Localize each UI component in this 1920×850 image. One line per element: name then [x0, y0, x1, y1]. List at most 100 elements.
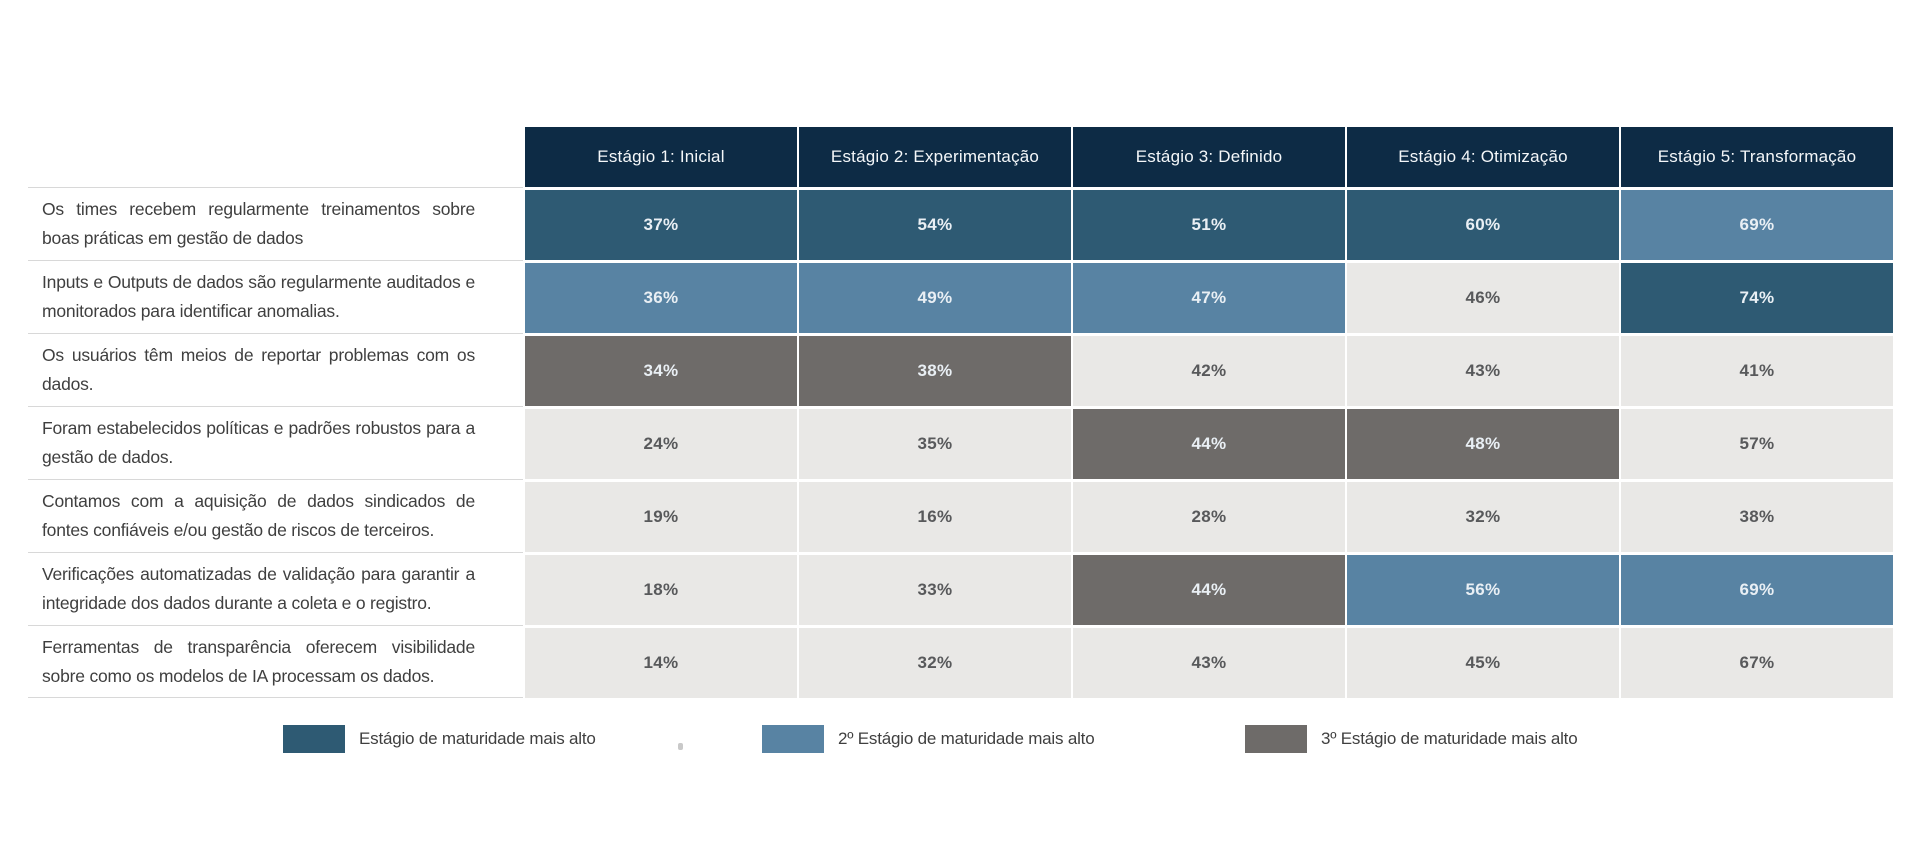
table-cell: 42: [1071, 333, 1345, 406]
cell-value: 54: [918, 215, 953, 235]
cell-value: 38: [918, 361, 953, 381]
cell-value: 28: [1192, 507, 1227, 527]
table-cell: 33: [797, 552, 1071, 625]
table-cell: 46: [1345, 260, 1619, 333]
table-cell: 44: [1071, 406, 1345, 479]
cell-value: 43: [1192, 653, 1227, 673]
row-label: Verificações automatizadas de validação …: [28, 552, 523, 625]
legend-label: 3º Estágio de maturidade mais alto: [1321, 729, 1578, 748]
table-cell: 14: [523, 625, 797, 698]
table-cell: 35: [797, 406, 1071, 479]
table-cell: 69: [1619, 552, 1893, 625]
cell-value: 19: [644, 507, 679, 527]
legend-item-highest: Estágio de maturidade mais alto: [283, 725, 596, 753]
legend-swatch-highest: [283, 725, 345, 753]
table-cell: 74: [1619, 260, 1893, 333]
cell-value: 43: [1466, 361, 1501, 381]
table-cell: 18: [523, 552, 797, 625]
cell-value: 74: [1740, 288, 1775, 308]
cell-value: 56: [1466, 580, 1501, 600]
table-cell: 38: [797, 333, 1071, 406]
cell-value: 45: [1466, 653, 1501, 673]
column-header-stage-3: Estágio 3: Definido: [1071, 127, 1345, 187]
cell-value: 16: [918, 507, 953, 527]
table-cell: 32: [1345, 479, 1619, 552]
row-label-text: Os times recebem regularmente treinament…: [42, 199, 475, 248]
column-header-stage-1: Estágio 1: Inicial: [523, 127, 797, 187]
table-cell: 60: [1345, 187, 1619, 260]
cell-value: 35: [918, 434, 953, 454]
cell-value: 69: [1740, 215, 1775, 235]
table-cell: 44: [1071, 552, 1345, 625]
cell-value: 69: [1740, 580, 1775, 600]
table-cell: 56: [1345, 552, 1619, 625]
table-cell: 24: [523, 406, 797, 479]
cell-value: 44: [1192, 434, 1227, 454]
table-cell: 19: [523, 479, 797, 552]
legend-label: 2º Estágio de maturidade mais alto: [838, 729, 1095, 748]
cell-value: 60: [1466, 215, 1501, 235]
table-cell: 57: [1619, 406, 1893, 479]
table-cell: 36: [523, 260, 797, 333]
cell-value: 57: [1740, 434, 1775, 454]
table-cell: 16: [797, 479, 1071, 552]
legend-separator-dot: [678, 743, 683, 750]
cell-value: 41: [1740, 361, 1775, 381]
cell-value: 36: [644, 288, 679, 308]
cell-value: 42: [1192, 361, 1227, 381]
cell-value: 47: [1192, 288, 1227, 308]
table-cell: 54: [797, 187, 1071, 260]
legend: Estágio de maturidade mais alto 2º Estág…: [0, 725, 1920, 759]
cell-value: 14: [644, 653, 679, 673]
row-label-text: Contamos com a aquisição de dados sindic…: [42, 491, 475, 540]
legend-swatch-third-highest: [1245, 725, 1307, 753]
table-cell: 67: [1619, 625, 1893, 698]
table-corner-spacer: [28, 127, 523, 187]
table-cell: 41: [1619, 333, 1893, 406]
row-label: Contamos com a aquisição de dados sindic…: [28, 479, 523, 552]
cell-value: 48: [1466, 434, 1501, 454]
row-label: Ferramentas de transparência oferecem vi…: [28, 625, 523, 698]
cell-value: 67: [1740, 653, 1775, 673]
cell-value: 51: [1192, 215, 1227, 235]
cell-value: 44: [1192, 580, 1227, 600]
row-label-text: Ferramentas de transparência oferecem vi…: [42, 636, 475, 686]
table-cell: 32: [797, 625, 1071, 698]
row-label-text: Verificações automatizadas de validação …: [42, 564, 475, 613]
table-cell: 38: [1619, 479, 1893, 552]
table-cell: 45: [1345, 625, 1619, 698]
legend-swatch-second-highest: [762, 725, 824, 753]
table-cell: 49: [797, 260, 1071, 333]
cell-value: 37: [644, 215, 679, 235]
cell-value: 24: [644, 434, 679, 454]
table-cell: 43: [1071, 625, 1345, 698]
legend-item-third-highest: 3º Estágio de maturidade mais alto: [1245, 725, 1578, 753]
cell-value: 34: [644, 361, 679, 381]
row-label: Foram estabelecidos políticas e padrões …: [28, 406, 523, 479]
table-cell: 48: [1345, 406, 1619, 479]
table-cell: 47: [1071, 260, 1345, 333]
legend-item-second-highest: 2º Estágio de maturidade mais alto: [762, 725, 1095, 753]
cell-value: 18: [644, 580, 679, 600]
table-cell: 37: [523, 187, 797, 260]
row-label: Os times recebem regularmente treinament…: [28, 187, 523, 260]
table-cell: 28: [1071, 479, 1345, 552]
table-cell: 69: [1619, 187, 1893, 260]
column-header-stage-2: Estágio 2: Experimentação: [797, 127, 1071, 187]
row-label: Os usuários têm meios de reportar proble…: [28, 333, 523, 406]
cell-value: 49: [918, 288, 953, 308]
row-label-text: Foram estabelecidos políticas e padrões …: [42, 418, 475, 467]
cell-value: 46: [1466, 288, 1501, 308]
cell-value: 33: [918, 580, 953, 600]
table-cell: 43: [1345, 333, 1619, 406]
table-cell: 51: [1071, 187, 1345, 260]
table-cell: 34: [523, 333, 797, 406]
row-label-text: Os usuários têm meios de reportar proble…: [42, 345, 475, 394]
maturity-table: Estágio 1: Inicial Estágio 2: Experiment…: [28, 127, 1893, 698]
column-header-stage-5: Estágio 5: Transformação: [1619, 127, 1893, 187]
row-label-text: Inputs e Outputs de dados são regularmen…: [42, 272, 475, 321]
cell-value: 32: [918, 653, 953, 673]
cell-value: 38: [1740, 507, 1775, 527]
cell-value: 32: [1466, 507, 1501, 527]
